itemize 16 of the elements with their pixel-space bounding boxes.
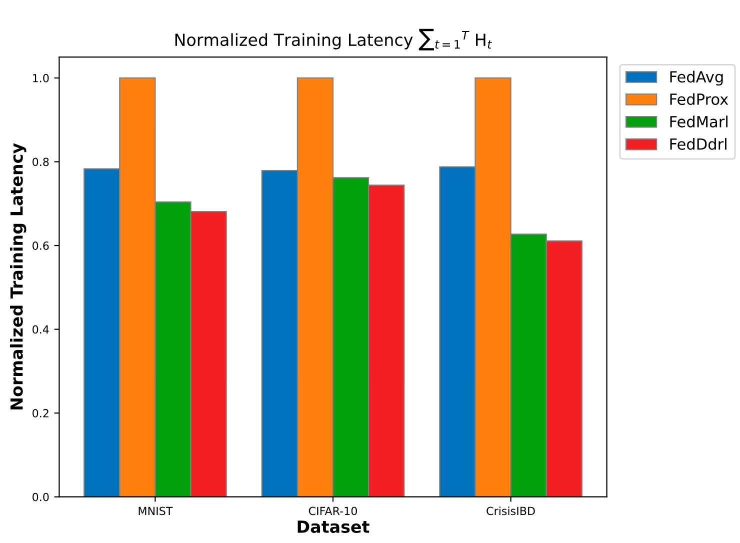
legend-label: FedMarl (670, 116, 728, 128)
y-tick-label: 1.0 (33, 74, 49, 82)
legend-label: FedAvg (670, 70, 723, 86)
legend-label: FedDdrl (670, 138, 726, 150)
chart-title: Normalized Training Latency ∑$_{t=1}$$^{T}$ H$_{t}$ (175, 28, 492, 50)
y-tick-label: 0.6 (32, 241, 49, 250)
y-axis-title: Normalized Training Latency (10, 143, 26, 410)
y-tick-label: 0.0 (32, 492, 49, 502)
x-tick-label: CrisisIBD (486, 506, 535, 516)
x-tick-label: MNIST (138, 506, 173, 516)
y-tick-label: 0.2 (32, 409, 48, 418)
y-tick-label: 0.8 (32, 158, 49, 166)
x-axis-title: Dataset (298, 520, 370, 533)
x-tick-label: CIFAR-10 (308, 506, 357, 516)
legend-label: FedProx (670, 93, 728, 106)
y-tick-label: 0.4 (32, 325, 49, 334)
